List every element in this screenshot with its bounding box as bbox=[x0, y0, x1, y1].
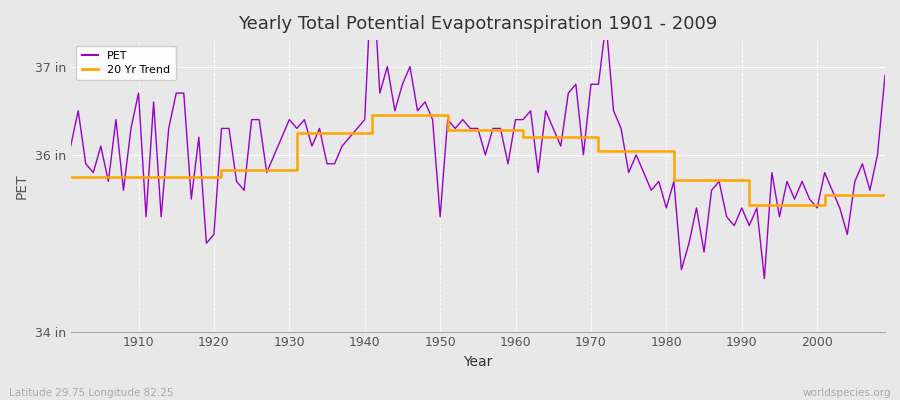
Legend: PET, 20 Yr Trend: PET, 20 Yr Trend bbox=[76, 46, 176, 80]
Text: Latitude 29.75 Longitude 82.25: Latitude 29.75 Longitude 82.25 bbox=[9, 388, 174, 398]
Text: worldspecies.org: worldspecies.org bbox=[803, 388, 891, 398]
X-axis label: Year: Year bbox=[464, 355, 492, 369]
Title: Yearly Total Potential Evapotranspiration 1901 - 2009: Yearly Total Potential Evapotranspiratio… bbox=[238, 15, 717, 33]
Y-axis label: PET: PET bbox=[15, 173, 29, 199]
